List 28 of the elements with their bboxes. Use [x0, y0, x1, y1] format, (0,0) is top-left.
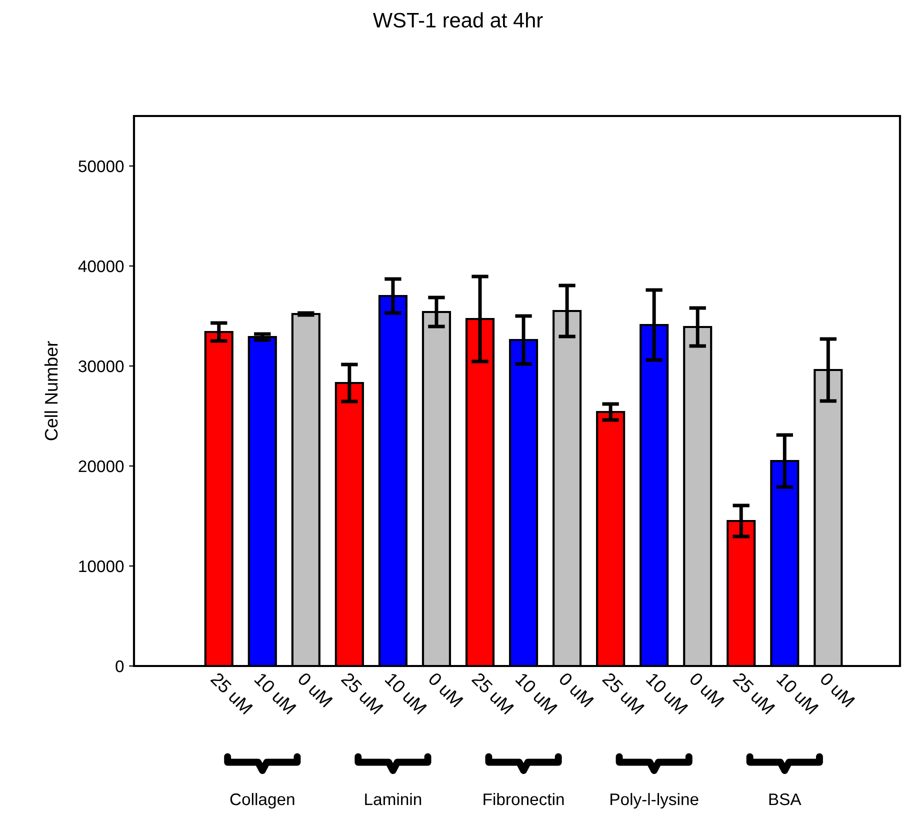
- x-tick-label: 25 uM: [602, 672, 645, 715]
- x-tick-label: 10 uM: [515, 672, 558, 715]
- x-tick-label: 25 uM: [732, 672, 776, 715]
- x-tick-label: 0 uM: [558, 672, 594, 708]
- x-tick-label: 0 uM: [297, 672, 333, 708]
- x-tick-label: 25 uM: [471, 672, 514, 715]
- y-tick-label: 30000: [78, 360, 124, 372]
- x-tick-label: 10 uM: [254, 672, 296, 715]
- x-tick-label: 10 uM: [384, 672, 428, 715]
- y-tick-label: 20000: [78, 460, 124, 472]
- text: BSA: [769, 793, 802, 806]
- x-tick-label: 10 uM: [776, 672, 819, 715]
- y-tick-label: 10000: [79, 560, 124, 572]
- chart-title: WST-1 read at 4hr: [372, 12, 543, 28]
- text: Laminin: [365, 792, 422, 806]
- x-tick-label: 25 uM: [340, 672, 384, 715]
- text: Poly-l-lysine: [610, 792, 698, 809]
- x-tick-label: 0 uM: [428, 672, 464, 708]
- y-tick-label: 40000: [78, 260, 124, 272]
- text: Collagen: [230, 792, 294, 809]
- x-tick-label: 0 uM: [819, 672, 856, 708]
- x-tick-label: 0 uM: [688, 672, 725, 708]
- x-tick-label: 25 uM: [210, 672, 253, 715]
- text: Fibronectin: [484, 792, 564, 806]
- x-tick-label: 10 uM: [646, 672, 688, 715]
- y-tick-label: 50000: [78, 160, 124, 172]
- y-axis-title: Cell Number: [44, 341, 58, 440]
- y-tick-label: 0: [116, 660, 124, 672]
